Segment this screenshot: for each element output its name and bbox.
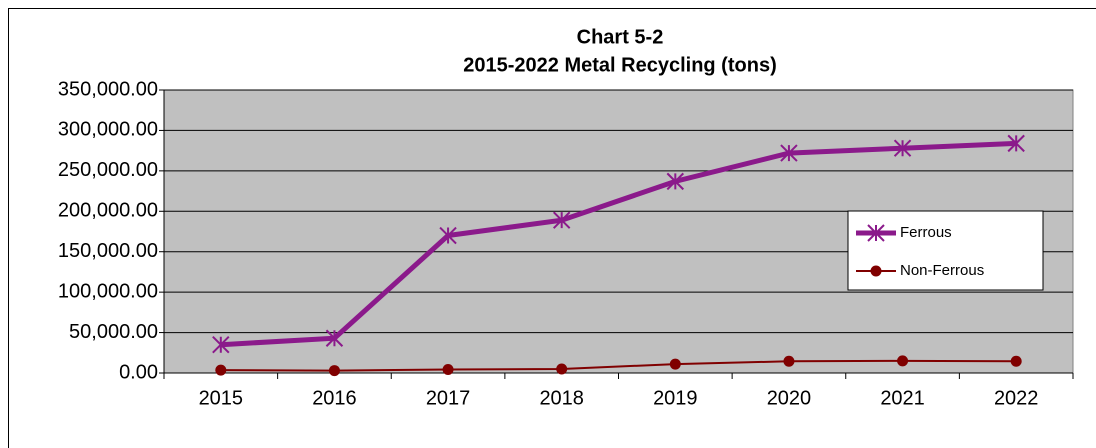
data-point [215, 364, 227, 376]
data-point [666, 172, 685, 191]
y-tick-label: 350,000.00 [58, 78, 158, 100]
x-tick-label: 2016 [312, 387, 357, 409]
x-tick-label: 2015 [199, 387, 244, 409]
data-point [1007, 134, 1025, 153]
series-line [220, 359, 1017, 372]
x-tick-label: 2018 [539, 387, 584, 409]
y-tick-label: 0.00 [119, 361, 158, 383]
y-tick-label: 100,000.00 [58, 280, 158, 302]
y-tick-label: 200,000.00 [58, 200, 158, 222]
x-tick-label: 2017 [426, 387, 471, 409]
legend [847, 210, 1044, 291]
data-point [1010, 355, 1022, 367]
y-tick-label: 300,000.00 [58, 119, 158, 141]
y-tick-label: 150,000.00 [58, 240, 158, 262]
x-tick-label: 2020 [767, 387, 812, 409]
legend-marker [867, 224, 885, 242]
y-tick-label: 250,000.00 [58, 159, 158, 181]
data-point [897, 355, 909, 367]
data-point [556, 363, 568, 375]
chart-subtitle: 2015-2022 Metal Recycling (tons) [463, 54, 776, 76]
data-point [552, 211, 571, 229]
legend-label: Non-Ferrous [900, 262, 984, 279]
legend-marker [870, 265, 882, 277]
data-point [780, 144, 798, 162]
x-tick-label: 2021 [880, 387, 925, 409]
data-point [442, 364, 454, 376]
data-point [439, 226, 457, 245]
series-line [220, 140, 1017, 348]
data-point [325, 329, 344, 347]
data-point [328, 365, 340, 377]
data-point [212, 335, 230, 354]
y-tick-label: 50,000.00 [69, 321, 158, 343]
legend-label: Ferrous [900, 224, 952, 241]
x-tick-label: 2022 [994, 387, 1039, 409]
data-point [669, 358, 681, 370]
data-point [893, 139, 912, 157]
x-tick-label: 2019 [653, 387, 698, 409]
data-point [783, 355, 795, 367]
chart-title: Chart 5-2 [577, 26, 664, 48]
